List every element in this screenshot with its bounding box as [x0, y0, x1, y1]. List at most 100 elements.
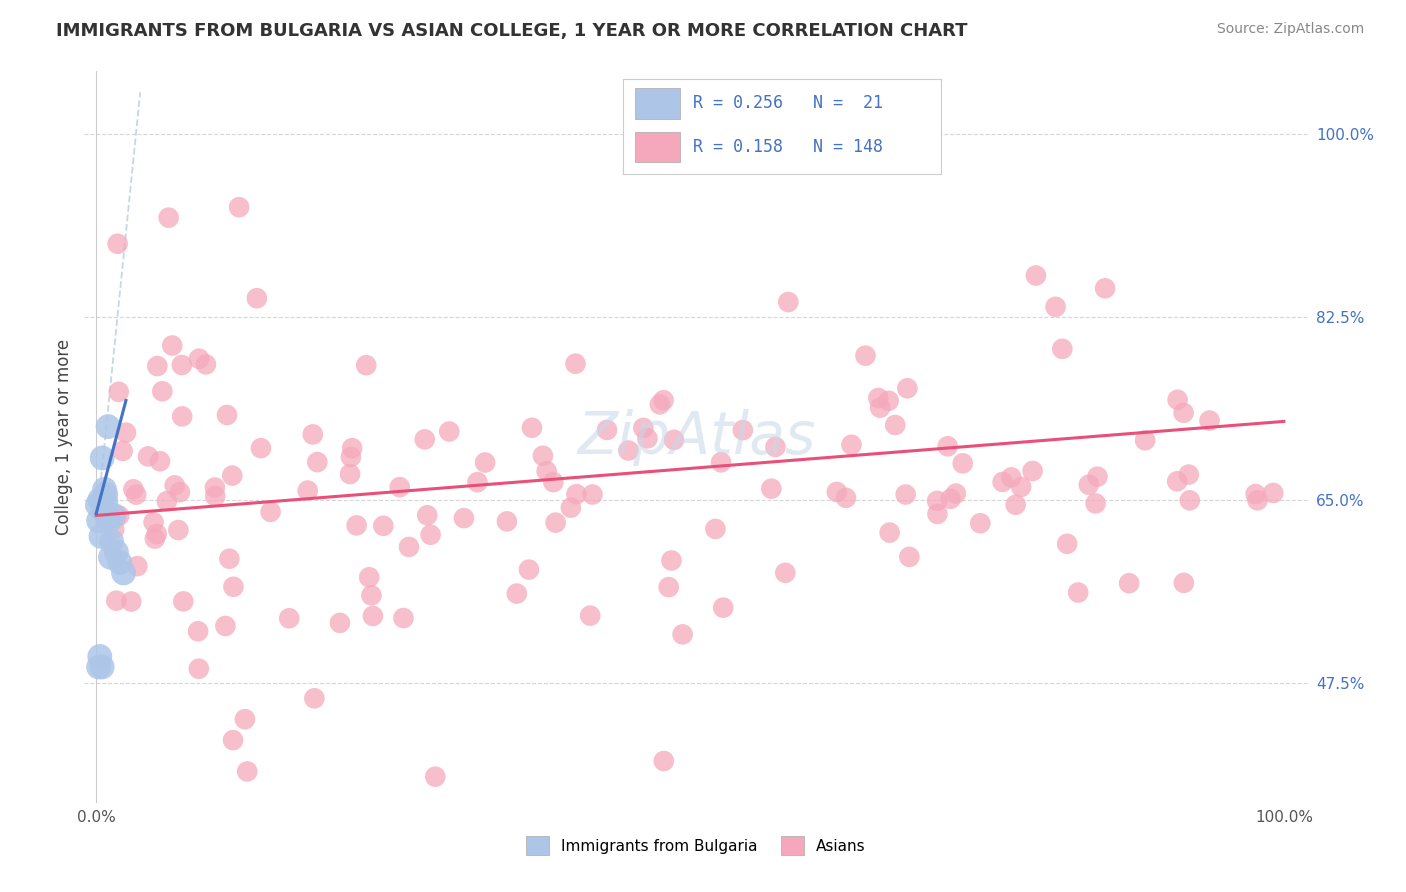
Point: [187, 624, 209, 639]
Point: [91, 450, 114, 465]
Point: [969, 516, 991, 531]
Point: [927, 494, 949, 508]
Point: [259, 505, 281, 519]
Point: [96, 508, 118, 523]
Point: [94, 487, 117, 501]
Point: [560, 500, 582, 515]
Point: [952, 456, 974, 470]
Point: [204, 489, 226, 503]
Point: [187, 662, 209, 676]
Point: [188, 351, 211, 366]
Point: [945, 486, 967, 500]
Point: [761, 482, 783, 496]
Point: [122, 483, 145, 497]
Point: [453, 511, 475, 525]
Point: [1077, 477, 1099, 491]
Point: [991, 475, 1014, 489]
Point: [156, 494, 179, 508]
Point: [112, 566, 135, 580]
Point: [648, 397, 671, 411]
Point: [111, 444, 134, 458]
Point: [340, 441, 363, 455]
Point: [94, 495, 117, 509]
Point: [1052, 342, 1074, 356]
Point: [564, 357, 586, 371]
Y-axis label: College, 1 year or more: College, 1 year or more: [55, 339, 73, 535]
Point: [1118, 576, 1140, 591]
Point: [392, 611, 415, 625]
Point: [97, 419, 120, 434]
Point: [172, 409, 194, 424]
Point: [517, 563, 540, 577]
Point: [1000, 470, 1022, 484]
Point: [879, 525, 901, 540]
Point: [884, 417, 907, 432]
Point: [778, 295, 800, 310]
Point: [439, 425, 461, 439]
Point: [222, 733, 245, 747]
Point: [103, 523, 125, 537]
Point: [652, 393, 675, 408]
Point: [149, 454, 172, 468]
Point: [87, 660, 110, 674]
Legend: Immigrants from Bulgaria, Asians: Immigrants from Bulgaria, Asians: [520, 830, 872, 861]
Point: [107, 236, 129, 251]
Point: [927, 507, 949, 521]
Text: Source: ZipAtlas.com: Source: ZipAtlas.com: [1216, 22, 1364, 37]
Point: [246, 291, 269, 305]
Point: [346, 518, 368, 533]
Point: [1087, 469, 1109, 483]
Point: [339, 467, 361, 481]
Point: [214, 619, 236, 633]
Point: [661, 553, 683, 567]
Point: [340, 450, 363, 464]
Point: [731, 423, 754, 437]
Point: [711, 600, 734, 615]
Point: [1133, 434, 1156, 448]
Point: [1056, 537, 1078, 551]
Point: [413, 433, 436, 447]
Point: [108, 556, 131, 570]
Point: [89, 649, 111, 664]
Point: [169, 485, 191, 500]
Point: [896, 381, 918, 395]
Point: [105, 545, 128, 559]
Point: [579, 608, 602, 623]
Point: [1244, 487, 1267, 501]
Point: [222, 580, 245, 594]
Point: [868, 391, 890, 405]
Point: [710, 455, 733, 469]
Point: [419, 527, 441, 541]
Point: [671, 627, 693, 641]
Point: [388, 480, 411, 494]
Point: [581, 487, 603, 501]
Point: [877, 393, 900, 408]
Point: [157, 211, 180, 225]
Point: [855, 349, 877, 363]
Point: [297, 483, 319, 498]
Point: [301, 427, 323, 442]
Text: ZipAtlas: ZipAtlas: [576, 409, 815, 466]
Point: [307, 455, 329, 469]
Point: [373, 518, 395, 533]
Point: [894, 487, 917, 501]
Point: [233, 712, 256, 726]
Point: [652, 754, 675, 768]
Point: [531, 449, 554, 463]
Point: [416, 508, 439, 523]
Point: [103, 508, 125, 523]
Point: [474, 456, 496, 470]
Point: [90, 529, 112, 543]
Point: [1167, 392, 1189, 407]
Point: [633, 421, 655, 435]
Point: [1198, 413, 1220, 427]
Point: [520, 421, 543, 435]
Point: [100, 534, 122, 549]
Point: [354, 358, 377, 372]
Point: [662, 433, 685, 447]
Point: [86, 498, 108, 512]
Point: [150, 384, 173, 399]
Point: [1178, 493, 1201, 508]
Point: [1084, 496, 1107, 510]
Point: [398, 540, 420, 554]
